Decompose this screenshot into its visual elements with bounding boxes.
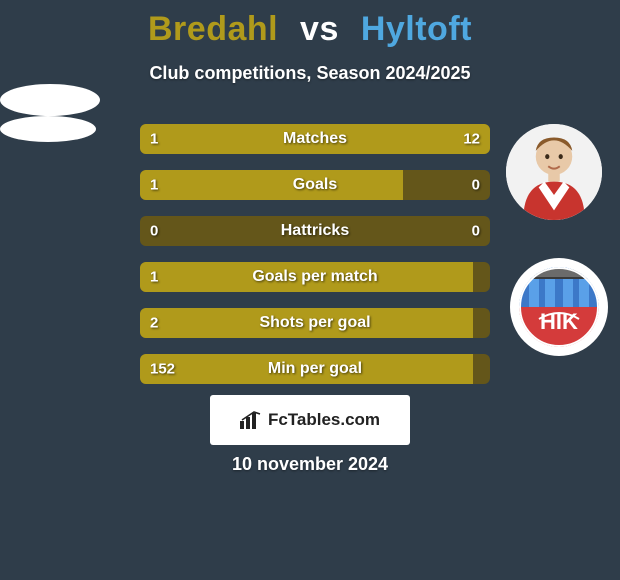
stat-left-value: 1 xyxy=(150,269,158,286)
stat-bar-left-fill xyxy=(140,308,473,338)
stat-right-value: 12 xyxy=(463,131,480,148)
stat-bar-left-fill xyxy=(140,170,403,200)
stat-bar-left-fill xyxy=(140,262,473,292)
stat-left-value: 1 xyxy=(150,131,158,148)
stat-left-value: 2 xyxy=(150,315,158,332)
stat-bar: 10Goals xyxy=(140,170,490,200)
stat-left-value: 1 xyxy=(150,177,158,194)
player-b-club-badge: HIK xyxy=(510,258,608,356)
stat-bar: 0 0Hattricks xyxy=(140,216,490,246)
player-a-name: Bredahl xyxy=(148,10,278,48)
page-title: Bredahl vs Hyltoft xyxy=(0,0,620,49)
person-icon xyxy=(506,124,602,220)
stat-left-value: 0 xyxy=(150,223,158,240)
stat-right-value: 0 xyxy=(472,177,480,194)
bar-chart-icon xyxy=(240,411,262,429)
stat-left-value: 152 xyxy=(150,361,175,378)
stat-bar: 2Shots per goal xyxy=(140,308,490,338)
player-a-avatar-placeholder xyxy=(0,84,100,116)
stat-bar-right-fill xyxy=(168,124,490,154)
player-b-name: Hyltoft xyxy=(361,10,472,48)
footer-date: 10 november 2024 xyxy=(0,454,620,475)
stat-bar: 1Goals per match xyxy=(140,262,490,292)
player-a-club-placeholder xyxy=(0,116,96,142)
title-separator: vs xyxy=(300,10,339,48)
stat-right-value: 0 xyxy=(472,223,480,240)
comparison-infographic: Bredahl vs Hyltoft Club competitions, Se… xyxy=(0,0,620,580)
stat-label: Hattricks xyxy=(140,222,490,240)
subtitle: Club competitions, Season 2024/2025 xyxy=(0,63,620,84)
fctables-label: FcTables.com xyxy=(268,410,380,430)
fctables-watermark: FcTables.com xyxy=(210,395,410,445)
stat-bar: 152Min per goal xyxy=(140,354,490,384)
player-b-avatar xyxy=(506,124,602,220)
comparison-bars: 112Matches10Goals00Hattricks1Goals per m… xyxy=(140,124,490,400)
stat-bar: 112Matches xyxy=(140,124,490,154)
stat-bar-left-fill xyxy=(140,354,473,384)
club-badge-graphic: HIK xyxy=(519,267,599,347)
